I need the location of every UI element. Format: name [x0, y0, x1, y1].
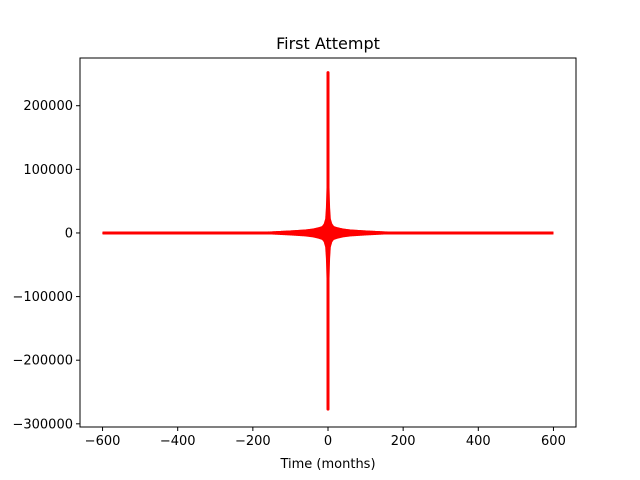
x-tick-label: 200 [391, 434, 416, 449]
x-tick-label: 0 [324, 434, 332, 449]
y-tick-label: 0 [65, 226, 73, 241]
y-tick-label: −300000 [12, 417, 73, 432]
series-layer [102, 71, 554, 411]
x-tick-label: 600 [541, 434, 566, 449]
y-tick-label: 200000 [23, 99, 73, 114]
chart-title: First Attempt [276, 34, 380, 53]
x-tick-label: −200 [235, 434, 271, 449]
y-axis: −300000 −200000 −100000 0 100000 200000 [12, 99, 80, 432]
x-tick-label: −400 [160, 434, 196, 449]
y-tick-label: 100000 [23, 163, 73, 178]
x-tick-label: 400 [466, 434, 491, 449]
x-axis-label: Time (months) [279, 457, 375, 472]
y-tick-label: −200000 [12, 354, 73, 369]
x-tick-label: −600 [85, 434, 121, 449]
x-axis: −600 −400 −200 0 200 400 600 [85, 427, 566, 449]
y-tick-label: −100000 [12, 290, 73, 305]
